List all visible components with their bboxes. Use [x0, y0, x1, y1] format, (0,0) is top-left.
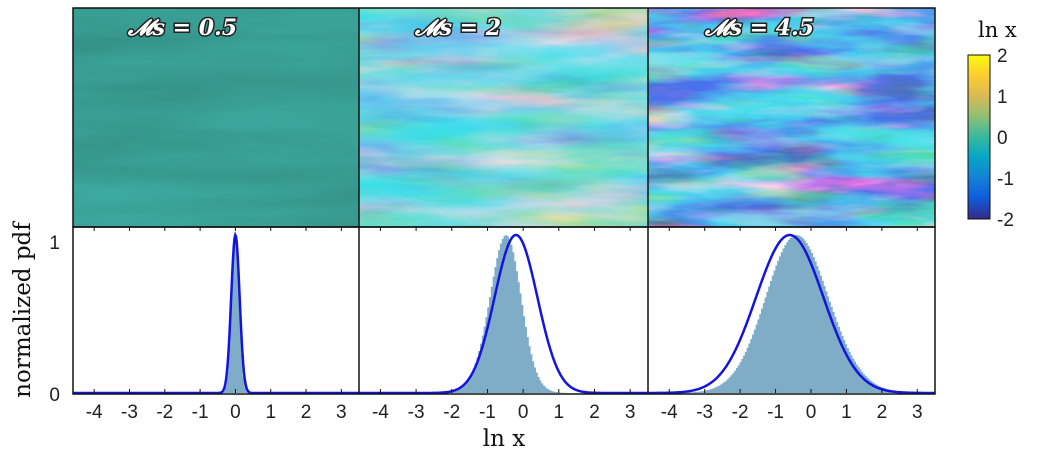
x-tick-label: -1 — [479, 402, 496, 423]
colorbar-tick-label: 2 — [997, 46, 1008, 67]
x-tick-label: 3 — [336, 402, 347, 423]
panel-title-1: 𝓜s = 0.5 — [127, 15, 237, 41]
x-tick-label: 0 — [230, 402, 241, 423]
x-tick-label: -1 — [192, 402, 209, 423]
colorbar-tick-label: 1 — [997, 87, 1008, 108]
colorbar-tick-label: -2 — [997, 210, 1014, 231]
field-image-ms-4-5 — [648, 8, 935, 227]
y-tick-label-1: 1 — [49, 233, 60, 254]
x-tick-label: -3 — [696, 402, 713, 423]
histogram-panels — [73, 227, 936, 395]
colorbar-label: ln x — [978, 18, 1017, 42]
x-tick-label: 2 — [589, 402, 600, 423]
panel-title-2: 𝓜s = 2 — [414, 15, 501, 41]
x-tick-label: 2 — [301, 402, 312, 423]
x-tick-label: 1 — [841, 402, 852, 423]
x-tick-label: -3 — [408, 402, 425, 423]
fit-curve-3 — [648, 233, 936, 395]
x-tick-label: -2 — [732, 402, 749, 423]
x-tick-label: 0 — [518, 402, 529, 423]
x-tick-label: 0 — [806, 402, 817, 423]
x-tick-label: 3 — [625, 402, 636, 423]
y-axis-label: normalized pdf — [10, 221, 36, 398]
histogram-3 — [648, 235, 935, 393]
x-tick-label: -4 — [372, 402, 389, 423]
field-image-ms-2 — [359, 8, 648, 227]
x-tick-label: 1 — [554, 402, 565, 423]
colorbar — [967, 54, 991, 220]
x-tick-label: -1 — [767, 402, 784, 423]
colorbar-tick-label: 0 — [997, 128, 1008, 149]
colorbar-tick-label: -1 — [997, 169, 1014, 190]
x-tick-label: 2 — [877, 402, 888, 423]
histogram-1 — [73, 235, 359, 393]
x-tick-label: -2 — [156, 402, 173, 423]
panel-title-3: 𝓜s = 4.5 — [704, 15, 814, 41]
x-tick-label: -2 — [443, 402, 460, 423]
y-tick-label-0: 0 — [49, 385, 60, 406]
x-tick-label: -4 — [86, 402, 103, 423]
x-tick-label: -3 — [121, 402, 138, 423]
x-tick-label: -4 — [661, 402, 678, 423]
field-image-ms-0-5 — [73, 8, 359, 227]
bottom-row-frame — [72, 226, 936, 395]
x-tick-label: 1 — [265, 402, 276, 423]
x-axis-label: ln x — [483, 426, 525, 452]
x-tick-labels: -4 -3 -2 -1 0 1 2 3 -4 -3 -2 -1 0 1 2 3 -4 -3 -2 -1 0 1 2 3 — [86, 402, 923, 423]
histogram-2 — [359, 235, 648, 393]
fit-curve-1 — [73, 231, 359, 395]
x-tick-label: 3 — [912, 402, 923, 423]
fit-curve-2 — [359, 233, 648, 395]
colorbar-ticks: 2 1 0 -1 -2 — [997, 46, 1014, 231]
